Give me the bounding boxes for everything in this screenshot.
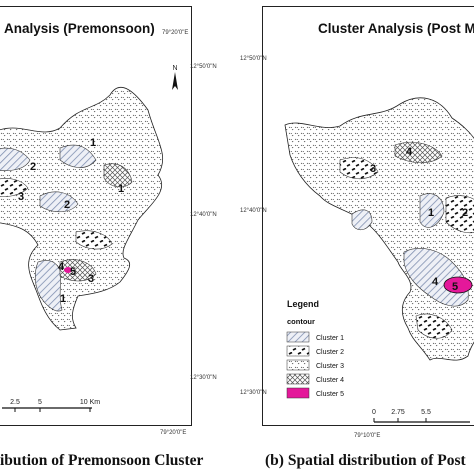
map-title-postmonsoon: Cluster Analysis (Post M bbox=[318, 21, 474, 36]
region-map-premonsoon bbox=[0, 87, 163, 331]
legend-swatch-cluster1 bbox=[286, 331, 310, 343]
legend-swatch-cluster3 bbox=[286, 359, 310, 371]
svg-text:3: 3 bbox=[88, 273, 94, 285]
lon-label-bottom-a: 79°20'0"E bbox=[160, 430, 187, 436]
lat-label-mid-a: 12°40'0"N bbox=[190, 212, 217, 218]
scale-bar-a: 2.5 5 10 Km bbox=[2, 399, 100, 412]
map-legend: Legend contour Cluster 1 Cluster 2 Clust… bbox=[286, 299, 344, 399]
map-title-premonsoon: Analysis (Premonsoon) bbox=[4, 21, 155, 36]
scale-bar-b: 0 2.75 5.5 bbox=[372, 409, 470, 423]
svg-text:1: 1 bbox=[90, 137, 96, 149]
svg-text:3: 3 bbox=[370, 163, 376, 175]
legend-title: Legend bbox=[287, 299, 319, 309]
legend-swatch-cluster4 bbox=[286, 373, 310, 385]
legend-label-cluster2: Cluster 2 bbox=[316, 349, 344, 356]
caption-premonsoon: ibution of Premonsoon Cluster bbox=[0, 452, 204, 469]
lon-label-bottom-b: 79°10'0"E bbox=[354, 433, 381, 439]
lat-label-mid-b: 12°40'0"N bbox=[240, 208, 267, 214]
svg-text:5: 5 bbox=[70, 266, 76, 278]
svg-text:2.5: 2.5 bbox=[10, 399, 20, 406]
caption-prefix: (b) bbox=[265, 452, 284, 469]
lat-label-bottom-a: 12°30'0"N bbox=[190, 375, 217, 381]
north-arrow: N bbox=[172, 65, 178, 90]
cluster-labels-a: 1 2 3 1 2 4 5 3 1 bbox=[18, 137, 124, 305]
legend-label-cluster5: Cluster 5 bbox=[316, 391, 344, 398]
svg-text:3: 3 bbox=[18, 191, 24, 203]
svg-text:1: 1 bbox=[60, 293, 66, 305]
region-map-postmonsoon bbox=[284, 97, 474, 361]
lat-label-bottom-b: 12°30'0"N bbox=[240, 390, 267, 396]
svg-text:2: 2 bbox=[64, 199, 70, 211]
lat-label-top-b: 12°50'0"N bbox=[240, 56, 267, 62]
legend-swatch-cluster5 bbox=[286, 387, 310, 399]
lon-label-top-a: 79°20'0"E bbox=[162, 30, 189, 36]
cluster-labels-b: 4 3 1 2 4 5 bbox=[370, 146, 468, 293]
svg-text:2.75: 2.75 bbox=[391, 409, 405, 416]
legend-label-cluster4: Cluster 4 bbox=[316, 377, 344, 384]
svg-text:0: 0 bbox=[372, 409, 376, 416]
caption-postmonsoon: (b) Spatial distribution of Post bbox=[265, 452, 466, 470]
svg-text:5.5: 5.5 bbox=[421, 409, 431, 416]
svg-text:1: 1 bbox=[428, 207, 434, 219]
svg-text:4: 4 bbox=[432, 276, 439, 288]
cluster5-patch-a bbox=[64, 267, 72, 273]
svg-text:4: 4 bbox=[58, 261, 65, 273]
svg-text:2: 2 bbox=[462, 207, 468, 219]
legend-label-cluster1: Cluster 1 bbox=[316, 335, 344, 342]
legend-label-cluster3: Cluster 3 bbox=[316, 363, 344, 370]
svg-text:10 Km: 10 Km bbox=[80, 399, 100, 406]
svg-text:5: 5 bbox=[38, 399, 42, 406]
lat-label-top-a: 12°50'0"N bbox=[190, 64, 217, 70]
caption-text: Spatial distribution of Post bbox=[287, 452, 466, 469]
svg-text:4: 4 bbox=[406, 146, 413, 158]
svg-text:2: 2 bbox=[30, 161, 36, 173]
cluster5-patch-b bbox=[443, 276, 473, 294]
svg-text:1: 1 bbox=[118, 183, 124, 195]
legend-swatch-cluster2 bbox=[286, 345, 310, 357]
legend-subtitle: contour bbox=[287, 317, 315, 326]
north-label: N bbox=[172, 65, 177, 72]
svg-text:5: 5 bbox=[452, 281, 458, 293]
